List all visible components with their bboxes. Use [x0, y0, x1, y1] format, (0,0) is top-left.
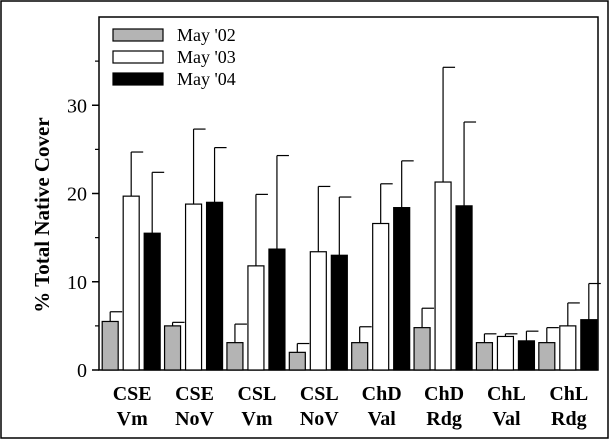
bar — [559, 325, 577, 371]
bar — [434, 181, 452, 371]
bar — [101, 320, 119, 371]
legend-label: May '03 — [177, 47, 236, 67]
bars-group — [101, 66, 601, 371]
y-tick-label: 30 — [67, 95, 87, 117]
x-tick-label: ChL — [487, 383, 526, 405]
bar — [475, 342, 494, 371]
x-tick-label: ChD — [362, 383, 402, 405]
x-tick-label: CSE — [113, 383, 152, 405]
bar — [247, 265, 265, 371]
bar — [517, 340, 536, 371]
x-tick-label: NoV — [175, 408, 214, 430]
legend-swatch — [112, 72, 164, 86]
bar — [184, 203, 203, 371]
bar — [538, 342, 556, 371]
legend-swatch — [112, 50, 164, 64]
x-tick-label: CSL — [300, 383, 339, 405]
x-tick-label: NoV — [300, 408, 339, 430]
x-axis: CSE Vm CSE NoV CSL Vm CSL NoV ChD Val ChD Rdg ChL Val… — [113, 383, 589, 430]
x-tick-label: Rdg — [551, 408, 587, 430]
bar — [393, 207, 411, 371]
x-tick-label: Val — [492, 408, 521, 430]
y-tick-label: 20 — [67, 184, 87, 206]
bar — [455, 205, 473, 371]
legend-label: May '04 — [177, 69, 236, 89]
y-tick-label: 10 — [67, 272, 87, 294]
x-tick-label: CSE — [175, 383, 214, 405]
bar — [496, 335, 515, 371]
x-tick-label: Val — [368, 408, 397, 430]
bar — [330, 254, 348, 371]
bar — [122, 195, 140, 371]
bar — [288, 351, 306, 371]
bar — [205, 201, 224, 371]
x-tick-label: Vm — [241, 408, 272, 430]
x-tick-label: CSL — [237, 383, 276, 405]
bar — [351, 342, 369, 371]
bar — [268, 248, 286, 371]
bar — [413, 327, 431, 371]
x-tick-label: Rdg — [426, 408, 462, 430]
bar — [372, 222, 390, 371]
bar — [580, 319, 598, 371]
bar — [143, 232, 161, 371]
x-tick-label: ChL — [549, 383, 588, 405]
bar — [226, 342, 244, 371]
legend-swatch — [112, 28, 164, 42]
x-tick-label: ChD — [424, 383, 464, 405]
legend-label: May '02 — [177, 25, 236, 45]
bar — [309, 251, 327, 371]
y-axis-label: % Total Native Cover — [30, 117, 54, 312]
y-axis: 0 10 20 30 — [67, 60, 99, 382]
x-tick-label: Vm — [117, 408, 148, 430]
y-tick-label: 0 — [77, 360, 87, 382]
bar — [163, 325, 182, 371]
